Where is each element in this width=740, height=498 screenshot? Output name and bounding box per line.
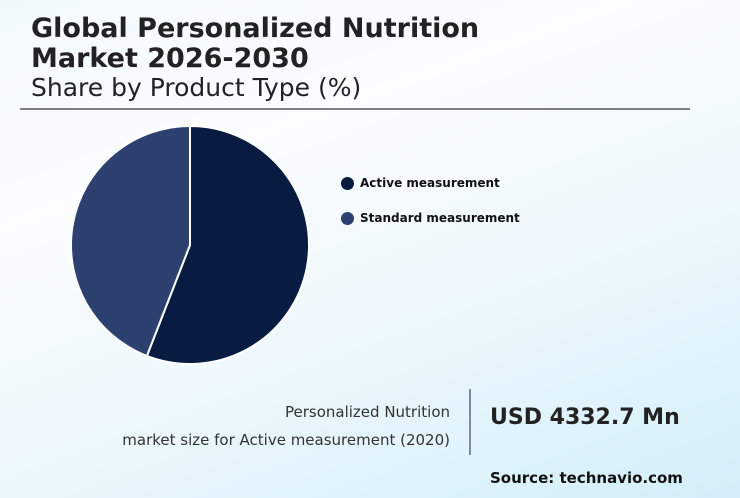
- legend-marker-icon: [341, 176, 354, 190]
- legend-item-active: Active measurement: [341, 175, 520, 191]
- callout-line-1: Personalized Nutrition: [285, 403, 450, 421]
- callout-divider: [469, 389, 471, 455]
- source-note: Source: technavio.com: [490, 469, 683, 487]
- chart-subtitle: Share by Product Type (%): [31, 73, 362, 102]
- legend-label: Active measurement: [360, 176, 500, 190]
- title-line-2: Market 2026-2030: [31, 43, 309, 74]
- header-divider: [20, 108, 690, 110]
- pie-slice-active-measurement: [145, 125, 310, 365]
- title-line-1: Global Personalized Nutrition: [31, 13, 480, 44]
- callout-description: Personalized Nutrition market size for A…: [122, 398, 450, 454]
- legend: Active measurement Standard measurement: [341, 175, 520, 245]
- callout-value: USD 4332.7 Mn: [490, 405, 680, 430]
- legend-label: Standard measurement: [360, 211, 520, 225]
- pie-slice-standard-measurement: [70, 125, 191, 358]
- callout-line-2: market size for Active measurement (2020…: [122, 431, 450, 449]
- legend-marker-icon: [341, 211, 354, 225]
- legend-item-standard: Standard measurement: [341, 210, 520, 226]
- chart-title: Global Personalized Nutrition Market 202…: [31, 14, 479, 74]
- pie-chart: [70, 125, 310, 365]
